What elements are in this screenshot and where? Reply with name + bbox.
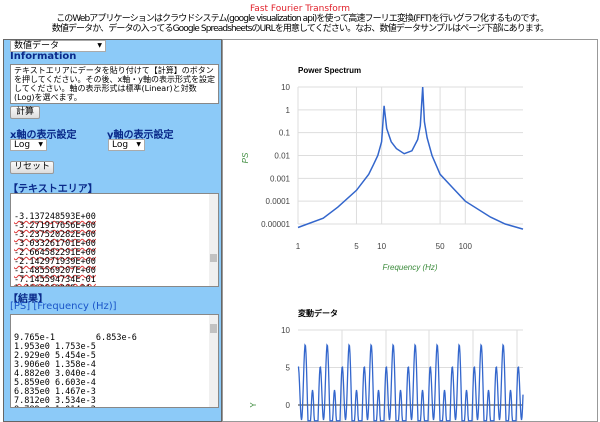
y-tick-label: 0.1 [279, 129, 291, 138]
text-line: 2.929e0 5.454e-5 [14, 351, 96, 361]
text-line: 8.789e0 1.014e-2 [14, 406, 215, 408]
text-line: 7.812e0 3.534e-3 [14, 396, 96, 406]
x-tick-label: 50 [436, 242, 445, 251]
y-tick-label: 1 [286, 106, 291, 115]
dropdown-arrow-icon: ▼ [38, 141, 43, 148]
data-source-value: 数値データ [14, 41, 60, 51]
y-axis-title: PS [241, 152, 250, 163]
y-axis-scale-value: Log [112, 140, 129, 150]
x-axis-scale-value: Log [14, 140, 31, 150]
y-tick-label: 0.0001 [266, 197, 291, 206]
reset-button[interactable]: リセット [10, 161, 54, 174]
result-label: 【結果】 [8, 294, 48, 305]
chart-title: 変動データ [298, 308, 338, 318]
text-line: -3.033261701E+00 [14, 239, 96, 249]
description-line-1: このWebアプリケーションはクラウドシステム(google visualizat… [56, 14, 545, 24]
y-axis-title: Y [249, 402, 258, 408]
y-tick-label: 0 [286, 401, 291, 410]
text-line: 1.953e0 1.753e-5 [14, 342, 96, 352]
text-line: 5.859e0 6.603e-4 [14, 378, 96, 388]
dropdown-arrow-icon: ▼ [136, 141, 141, 148]
information-textarea[interactable]: テキストエリアにデータを貼り付けて【計算】のボタンを押してください。その後、x軸… [10, 64, 219, 104]
y-tick-label: 10 [281, 326, 290, 335]
text-line: -7.145594734E-01 [14, 275, 96, 285]
text-line: -2.664582291E+00 [14, 248, 96, 258]
x-axis-scale-select[interactable]: Log ▼ [10, 139, 47, 151]
text-line: -3.137248593E+00 [14, 212, 96, 222]
text-line: 9.765e-1 6.853e-6 [14, 333, 137, 343]
text-line: -3.237520282E+00 [14, 230, 96, 240]
signal-line [297, 343, 524, 422]
chart-title: Power Spectrum [298, 66, 361, 75]
data-source-select[interactable]: 数値データ ▼ [10, 40, 106, 52]
text-line: 4.882e0 3.040e-4 [14, 369, 96, 379]
y-tick-label: 0.00001 [261, 220, 290, 229]
textarea-label: 【テキストエリア】 [8, 184, 98, 195]
text-line: -1.485569207E+00 [14, 266, 96, 276]
text-line: 6.835e0 1.467e-3 [14, 387, 96, 397]
data-textarea[interactable]: -3.137248593E+00 -3.271917656E+00 -3.23752… [10, 193, 219, 287]
y-tick-label: 0.001 [270, 174, 291, 183]
page-title: Fast Fourier Transform [249, 4, 351, 14]
y-tick-label: 0.01 [274, 152, 290, 161]
description-line-2: 数値データか、データの入ってるGoogle SpreadsheetsのURLを用… [51, 24, 549, 34]
dropdown-arrow-icon: ▼ [97, 42, 102, 49]
control-panel: 数値データ ▼ Information テキストエリアにデータを貼り付けて【計算】… [3, 39, 222, 422]
text-line: 1.436066392E-01 [14, 285, 215, 287]
spectrum-line [297, 86, 524, 230]
text-line: -3.271917656E+00 [14, 221, 96, 231]
x-tick-label: 10 [377, 242, 386, 251]
result-scrollbar[interactable] [209, 315, 218, 407]
result-textarea[interactable]: 9.765e-1 6.853e-6 1.953e0 1.753e-5 2.929e0… [10, 314, 219, 408]
text-line: 3.906e0 1.358e-4 [14, 360, 96, 370]
textarea-scrollbar[interactable] [209, 194, 218, 286]
y-axis-setting-label: y軸の表示設定 [107, 130, 174, 141]
y-tick-label: 10 [281, 83, 290, 92]
y-axis-scale-select[interactable]: Log ▼ [108, 139, 145, 151]
x-axis-title: Frequency (Hz) [382, 263, 437, 272]
x-tick-label: 100 [459, 242, 473, 251]
text-line: -2.142971939E+00 [14, 257, 96, 267]
information-label: Information [10, 51, 77, 62]
calculate-button[interactable]: 計算 [10, 106, 40, 119]
x-axis-setting-label: x軸の表示設定 [10, 130, 77, 141]
x-tick-label: 5 [354, 242, 359, 251]
result-header: [PS] [Frequency (Hz)] [10, 301, 117, 312]
chart-panel [222, 39, 598, 422]
y-tick-label: 5 [286, 364, 291, 373]
x-tick-label: 1 [296, 242, 301, 251]
